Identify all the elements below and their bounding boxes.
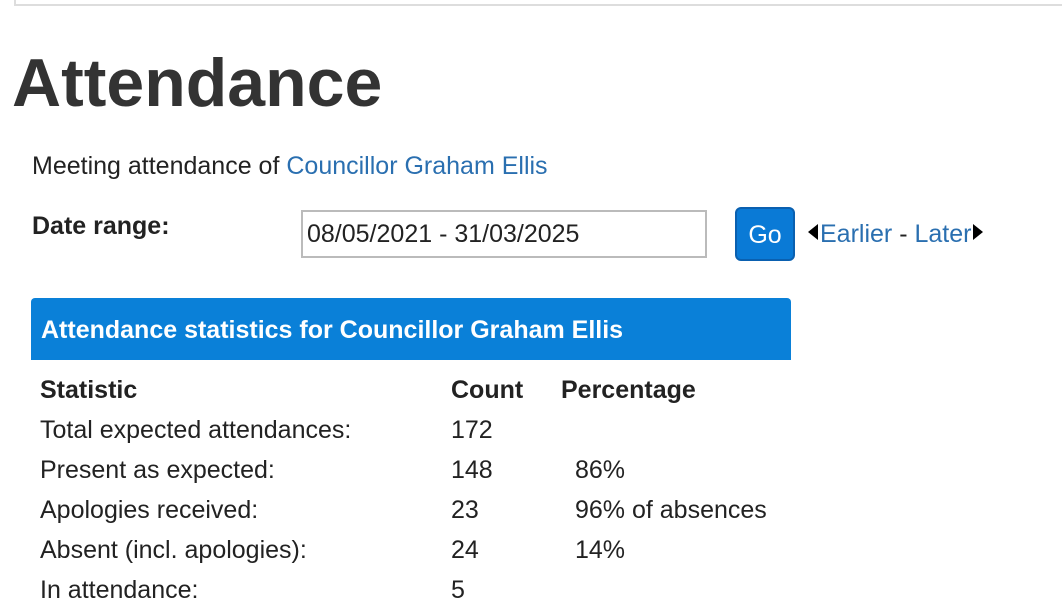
table-cell: 5: [451, 575, 465, 604]
table-cell: [553, 570, 775, 610]
table-cell: Absent (incl. apologies):: [40, 535, 307, 564]
table-cell: 172: [451, 415, 493, 444]
intro: Meeting attendance of Councillor Graham …: [32, 152, 548, 181]
table-cell: Apologies received:: [40, 495, 259, 524]
table-row: Present as expected: 148 86%: [32, 450, 775, 490]
table-row: Total expected attendances: 172: [32, 410, 775, 450]
column-header: Count: [451, 375, 524, 404]
table-caption: Attendance statistics for Councillor Gra…: [31, 298, 791, 360]
table-cell: Total expected attendances:: [40, 415, 352, 444]
top-border: [14, 0, 1062, 6]
column-header: Percentage: [561, 375, 696, 404]
table-cell: 23: [451, 495, 479, 524]
table-row: In attendance: 5: [32, 570, 775, 610]
page-title: Attendance: [12, 45, 383, 121]
table-cell: 148: [451, 455, 493, 484]
table-cell: Present as expected:: [40, 455, 275, 484]
date-nav: Earlier - Later: [806, 220, 985, 249]
earlier-link[interactable]: Earlier: [820, 220, 893, 248]
date-range-label: Date range:: [32, 212, 170, 240]
column-header: Statistic: [40, 375, 138, 404]
table-row: Absent (incl. apologies): 24 14%: [32, 530, 775, 570]
table-cell: 86%: [575, 455, 626, 484]
table-cell: [553, 410, 775, 450]
right-arrow: [973, 224, 984, 240]
separator: -: [899, 220, 908, 248]
go-button[interactable]: Go: [735, 207, 795, 261]
intro-text: Meeting attendance of: [32, 152, 280, 180]
later-link[interactable]: Later: [914, 220, 972, 248]
table-cell: 24: [451, 535, 479, 564]
table-row: Apologies received: 23 96% of absences: [32, 490, 775, 530]
councillor-link[interactable]: Councillor Graham Ellis: [286, 152, 548, 180]
table-cell: In attendance:: [40, 575, 199, 604]
table-body: Total expected attendances: 172 Present as…: [32, 410, 775, 610]
table-cell: 14%: [575, 535, 626, 564]
left-arrow: [808, 224, 818, 240]
stats-table: Statistic Count Percentage Total expected a…: [32, 370, 775, 610]
table-cell: 96% of absences: [575, 495, 767, 524]
date-range-input[interactable]: 08/05/2021 - 31/03/2025: [301, 210, 707, 258]
header-row: Statistic Count Percentage: [32, 370, 775, 410]
